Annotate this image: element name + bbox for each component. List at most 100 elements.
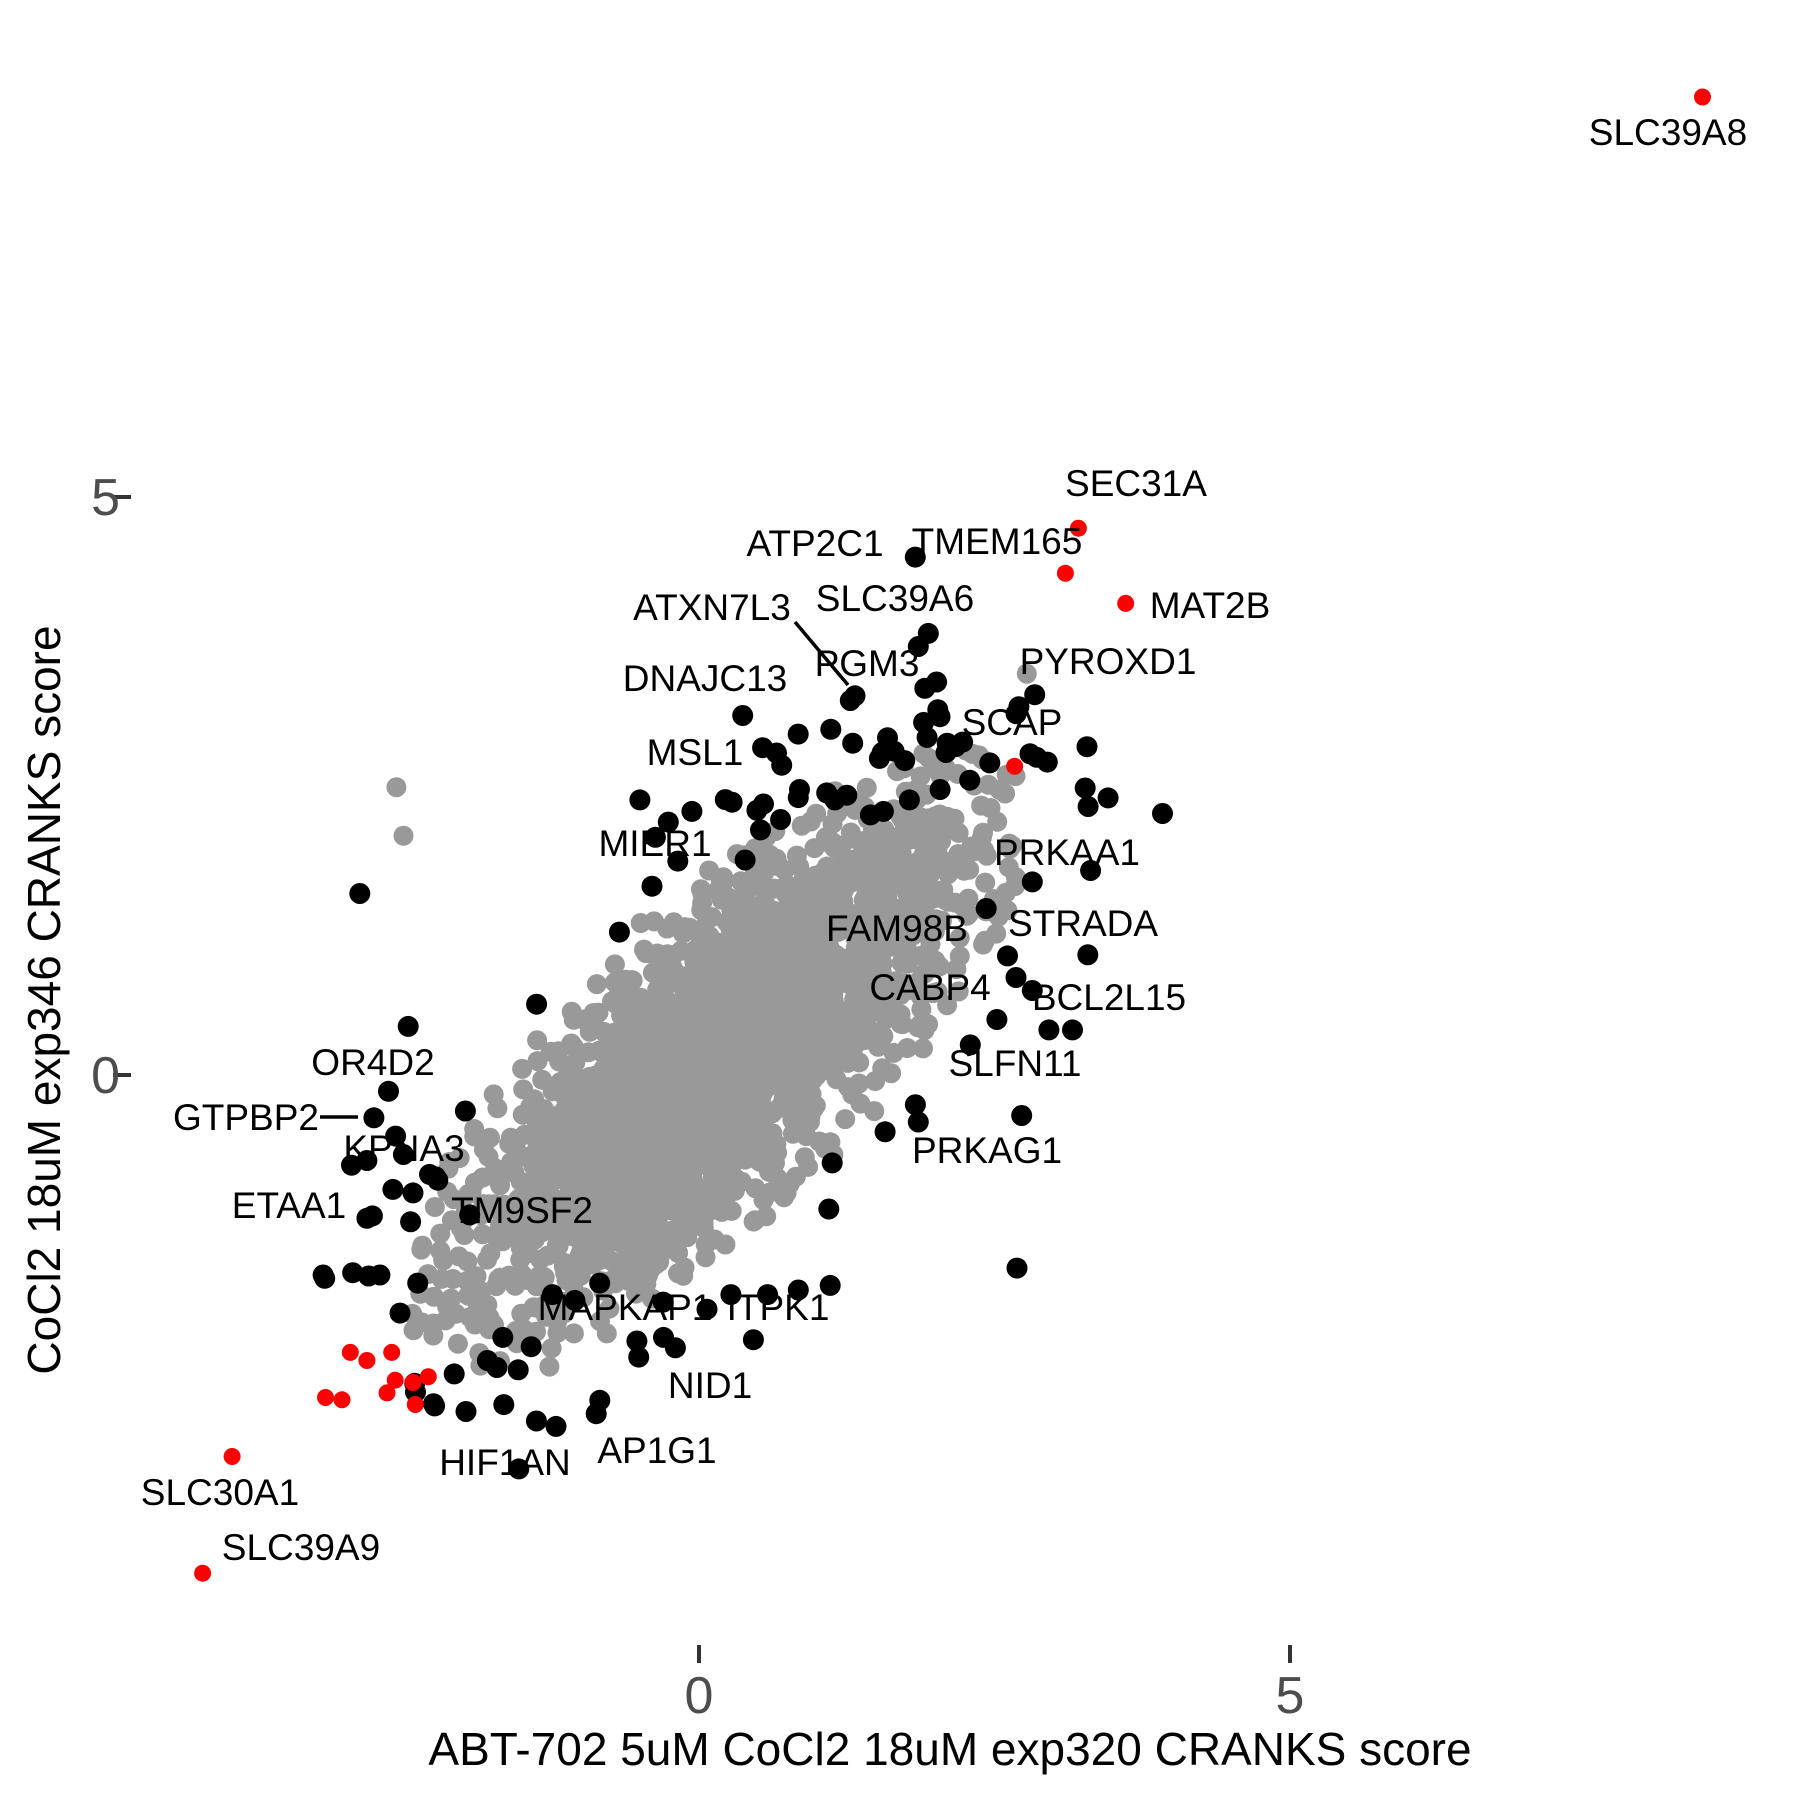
gray-point [974,840,995,861]
gray-point [932,910,952,931]
gray-point [903,945,924,966]
black-point [818,1198,840,1220]
red-point [358,1352,376,1369]
gene-label-CABP4: CABP4 [869,967,990,1008]
red-point [1006,757,1024,775]
gene-point-MAT2B [1117,594,1135,612]
gray-point [897,1038,918,1058]
black-point [382,1178,404,1200]
gray-point [835,1109,856,1130]
gray-point [577,1076,598,1097]
gene-label-TM9SF2: TM9SF2 [451,1190,593,1231]
black-point [952,731,974,753]
gray-point [508,1189,529,1209]
gray-point [479,1196,500,1217]
gray-point [630,987,651,1008]
black-point [626,1330,648,1352]
black-point [486,1357,508,1378]
black-point [392,1144,414,1165]
gene-point-PRKAA1 [1021,871,1043,893]
gray-point [508,1225,529,1246]
gray-point [625,1044,646,1065]
gray-point [844,994,865,1015]
gene-label-STRADA: STRADA [1008,903,1158,944]
black-point [836,784,858,806]
gray-point [879,840,900,861]
gray-point [588,1002,609,1023]
gray-point [620,1139,641,1160]
gray-point [403,1320,424,1341]
gray-point [449,1148,470,1168]
x-tick-mark-5 [1288,1645,1292,1663]
black-point [312,1264,334,1286]
red-point [317,1389,334,1406]
black-point [349,883,371,904]
black-point [525,1410,547,1432]
y-tick-label-5: 5 [91,469,120,527]
gray-point [818,948,839,969]
gene-point-NID1 [664,1337,686,1359]
special-points-layer [194,88,1711,1582]
gray-point [550,1104,571,1125]
gray-point [868,1036,889,1057]
gray-point [716,1001,737,1022]
gray-point [857,901,877,922]
black-point [507,1359,529,1381]
gray-point [513,1079,534,1100]
y-tick-mark-5 [113,495,131,499]
x-tick-label-0: 0 [684,1667,714,1725]
gene-label-SLFN11: SLFN11 [949,1043,1082,1084]
black-point [1152,803,1173,824]
gray-point [899,975,920,996]
gray-point [649,1252,670,1273]
gray-point [872,1058,893,1079]
gene-label-SEC31A: SEC31A [1065,463,1207,504]
gray-point [745,1178,766,1199]
gray-point [764,993,785,1014]
black-point [904,1094,926,1116]
gray-point [568,1170,588,1190]
black-point [402,1182,424,1204]
gray-point [692,958,712,979]
gray-point [688,995,709,1016]
gray-point [817,832,838,852]
gray-point [659,1081,680,1102]
gray-point [927,982,948,1002]
gray-point [748,926,769,947]
gene-label-GTPBP2: GTPBP2 [173,1097,319,1138]
gene-point-MIER1 [681,800,703,822]
gray-point [726,1150,747,1171]
black-point [746,799,768,821]
black-point [1074,777,1096,799]
gray-point [718,887,739,908]
gray-point [644,911,665,932]
gray-point [561,1033,582,1054]
gray-point [642,962,663,983]
gray-point [644,1137,665,1158]
gray-point [540,1041,561,1062]
gene-point-PGM3 [926,671,948,693]
gray-point [592,1247,613,1268]
gray-point [716,954,737,975]
gray-point [786,1002,807,1023]
black-point [652,1291,674,1313]
red-point [378,1384,396,1402]
black-point [400,1211,422,1233]
gene-point-KPNA3 [424,1166,446,1188]
gray-point [753,1038,774,1059]
gray-point [485,1158,506,1179]
gray-point [758,1058,779,1079]
gray-point [492,1231,513,1252]
red-point [406,1396,424,1413]
gene-point-SLC39A8 [1694,88,1711,106]
gray-point [731,1057,752,1078]
gene-point-MSL1 [771,754,793,776]
gray-point [534,1099,554,1120]
gray-point [726,1173,747,1194]
gray-point [623,1251,644,1272]
black-point [979,752,1001,774]
gray-point [596,1323,617,1344]
gray-point [812,926,833,947]
gray-point [525,1172,546,1193]
x-tick-label-5: 5 [1275,1667,1305,1725]
